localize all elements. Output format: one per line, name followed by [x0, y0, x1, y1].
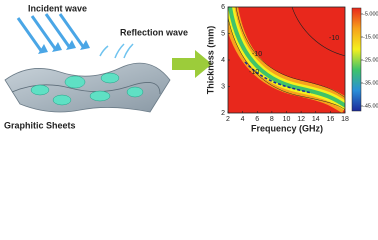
- y-tick-label: 3: [221, 83, 225, 90]
- reflection-label: Reflection wave: [120, 27, 188, 37]
- y-tick-label: 4: [221, 57, 225, 64]
- colorbar-tick-label: -25.00: [363, 57, 378, 63]
- contour-map: [228, 7, 345, 113]
- colorbar-tick-label: -35.00: [363, 80, 378, 86]
- annotation: -10: [249, 69, 259, 76]
- colorbar: [351, 7, 362, 112]
- x-axis-label: Frequency (GHz): [251, 123, 323, 133]
- x-tick-label: 18: [341, 116, 349, 123]
- sheet: [4, 62, 171, 113]
- y-tick-label: 6: [221, 4, 225, 11]
- x-tick-label: 12: [297, 116, 305, 123]
- colorbar-tick-label: -5.000: [363, 11, 378, 17]
- x-tick-label: 8: [270, 116, 274, 123]
- x-tick-label: 6: [255, 116, 259, 123]
- illustration: Incident wave Reflection wave Graphitic …: [4, 3, 212, 130]
- arrow: [172, 50, 212, 78]
- x-tick-label: 2: [226, 116, 230, 123]
- x-tick-label: 4: [241, 116, 245, 123]
- y-tick-label: 5: [221, 30, 225, 37]
- incident-label: Incident wave: [28, 3, 87, 13]
- annotation: -10: [329, 35, 339, 42]
- y-axis-label: Thickness (mm): [205, 26, 215, 95]
- particles: [30, 72, 144, 106]
- colorbar-tick-label: -45.00: [363, 103, 378, 109]
- incident-arrows: [16, 13, 86, 53]
- y-tick-label: 2: [221, 110, 225, 117]
- colorbar-tick-label: -15.00: [363, 34, 378, 40]
- figure: Incident wave Reflection wave Graphitic …: [4, 3, 378, 133]
- x-tick-label: 16: [326, 116, 334, 123]
- sheets-label: Graphitic Sheets: [4, 120, 76, 130]
- x-tick-label: 10: [283, 116, 291, 123]
- x-tick-label: 14: [312, 116, 320, 123]
- annotation: -10: [252, 51, 262, 58]
